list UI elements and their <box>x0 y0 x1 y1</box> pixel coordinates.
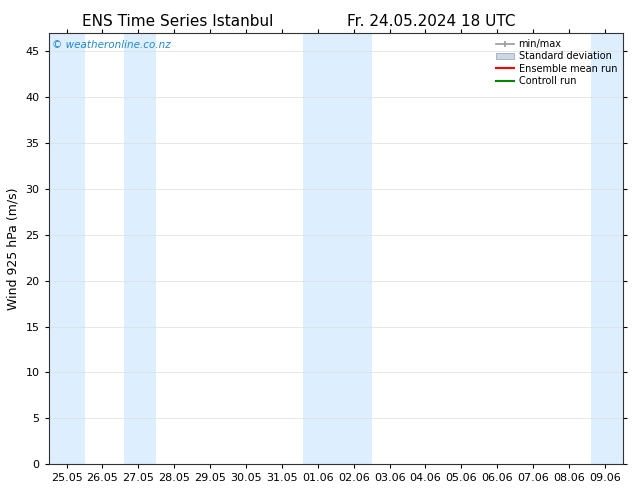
Bar <box>49 33 84 464</box>
Bar <box>591 33 623 464</box>
Y-axis label: Wind 925 hPa (m/s): Wind 925 hPa (m/s) <box>7 187 20 310</box>
Bar <box>304 33 372 464</box>
Legend: min/max, Standard deviation, Ensemble mean run, Controll run: min/max, Standard deviation, Ensemble me… <box>493 35 621 90</box>
Text: ENS Time Series Istanbul: ENS Time Series Istanbul <box>82 14 273 29</box>
Text: Fr. 24.05.2024 18 UTC: Fr. 24.05.2024 18 UTC <box>347 14 515 29</box>
Text: © weatheronline.co.nz: © weatheronline.co.nz <box>51 40 171 49</box>
Bar <box>124 33 157 464</box>
